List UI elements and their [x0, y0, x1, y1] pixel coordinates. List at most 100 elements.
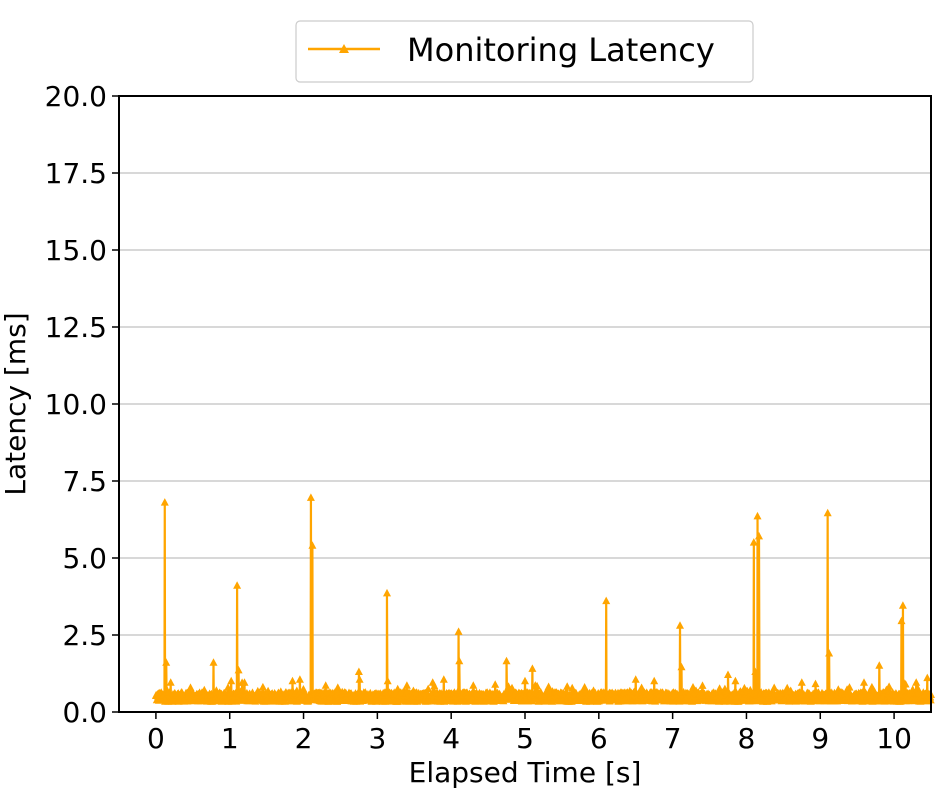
legend-swatch-marker — [339, 44, 349, 53]
data-point-marker — [755, 531, 763, 540]
data-point-marker — [724, 670, 732, 678]
y-tick-label: 12.5 — [45, 311, 107, 344]
data-point-marker — [258, 682, 267, 691]
data-point-marker — [454, 627, 463, 635]
x-tick-label: 5 — [516, 722, 534, 755]
data-point-marker — [162, 658, 171, 666]
data-point-marker — [280, 697, 289, 705]
data-point-marker — [637, 683, 646, 691]
data-point-marker — [677, 662, 686, 671]
data-point-marker — [568, 683, 577, 692]
data-point-marker — [224, 683, 232, 691]
data-point-marker — [698, 681, 707, 689]
x-tick-label: 3 — [368, 722, 386, 755]
x-tick-label: 10 — [876, 722, 912, 755]
data-point-marker — [751, 667, 760, 675]
data-point-marker — [825, 649, 834, 657]
data-point-marker — [186, 683, 195, 691]
data-point-marker — [845, 683, 854, 691]
data-point-marker — [508, 683, 516, 692]
y-axis-title: Latency [ms] — [0, 312, 32, 495]
data-point-marker — [240, 678, 249, 686]
data-point-marker — [306, 493, 315, 501]
legend-label: Monitoring Latency — [407, 31, 715, 69]
data-point-marker — [923, 673, 932, 682]
data-point-marker — [899, 684, 908, 692]
x-tick-label: 9 — [811, 722, 829, 755]
x-tick-label: 2 — [295, 722, 313, 755]
data-point-marker — [383, 588, 391, 597]
data-point-marker — [234, 665, 243, 674]
data-point-marker — [166, 678, 175, 686]
data-point-marker — [650, 676, 659, 685]
data-point-marker — [797, 678, 806, 686]
y-tick-label: 0.0 — [62, 696, 107, 729]
legend-box — [295, 20, 754, 83]
x-tick-label: 8 — [738, 722, 756, 755]
data-point-marker — [227, 676, 236, 685]
data-point-marker — [885, 682, 894, 690]
data-point-marker — [288, 676, 297, 685]
x-tick-label: 4 — [442, 722, 460, 755]
data-point-marker — [875, 661, 884, 669]
data-point-marker — [455, 656, 464, 665]
data-point-marker — [354, 667, 363, 675]
data-point-marker — [402, 681, 411, 689]
data-point-marker — [308, 541, 317, 549]
data-point-marker — [631, 675, 640, 683]
data-point-marker — [469, 681, 478, 689]
data-point-marker — [580, 683, 589, 691]
data-point-marker — [901, 680, 910, 688]
data-point-marker — [528, 664, 537, 672]
data-point-marker — [563, 682, 572, 690]
data-point-marker — [897, 616, 906, 625]
y-tick-label: 20.0 — [45, 80, 107, 113]
y-tick-label: 5.0 — [62, 542, 107, 575]
data-point-marker — [355, 675, 364, 683]
x-tick-label: 7 — [664, 722, 682, 755]
x-axis-ticks: 0 1 2 3 4 5 6 7 8 9 10 — [147, 712, 912, 755]
x-tick-label: 1 — [221, 722, 239, 755]
data-point-marker — [602, 596, 611, 605]
data-point-marker — [160, 498, 169, 506]
y-tick-label: 10.0 — [45, 388, 107, 421]
data-point-marker — [321, 681, 330, 689]
data-point-marker — [770, 683, 779, 691]
data-point-marker — [209, 658, 218, 666]
series-latency — [151, 493, 935, 705]
data-point-marker — [502, 656, 511, 665]
series-markers — [151, 493, 935, 705]
data-point-marker — [533, 681, 542, 690]
data-point-marker — [430, 681, 439, 690]
data-point-marker — [860, 678, 868, 686]
data-point-marker — [811, 679, 820, 688]
data-point-marker — [749, 538, 758, 546]
data-point-marker — [786, 686, 795, 694]
data-point-marker — [676, 621, 684, 629]
data-point-marker — [439, 675, 448, 683]
data-point-marker — [295, 675, 304, 683]
x-tick-label: 6 — [590, 722, 608, 755]
y-tick-label: 17.5 — [45, 157, 107, 190]
data-point-marker — [753, 511, 762, 520]
data-point-marker — [424, 684, 433, 693]
data-point-marker — [912, 678, 921, 686]
data-point-marker — [383, 676, 392, 685]
data-point-marker — [491, 680, 500, 688]
data-point-marker — [233, 581, 242, 589]
x-tick-label: 0 — [147, 722, 165, 755]
y-tick-label: 7.5 — [62, 465, 107, 498]
y-axis-ticks: 0.0 2.5 5.0 7.5 10.0 12.5 15.0 17.5 20.0 — [45, 80, 119, 729]
y-gridlines — [119, 172, 931, 636]
x-axis-title: Elapsed Time [s] — [409, 756, 642, 789]
legend: Monitoring Latency — [295, 20, 754, 83]
data-point-marker — [544, 682, 553, 690]
data-point-marker — [521, 676, 529, 685]
data-point-marker — [731, 676, 740, 685]
series-line — [155, 496, 933, 703]
y-tick-label: 2.5 — [62, 619, 107, 652]
data-point-marker — [334, 685, 343, 693]
y-tick-label: 15.0 — [45, 234, 107, 267]
data-point-marker — [898, 601, 907, 609]
